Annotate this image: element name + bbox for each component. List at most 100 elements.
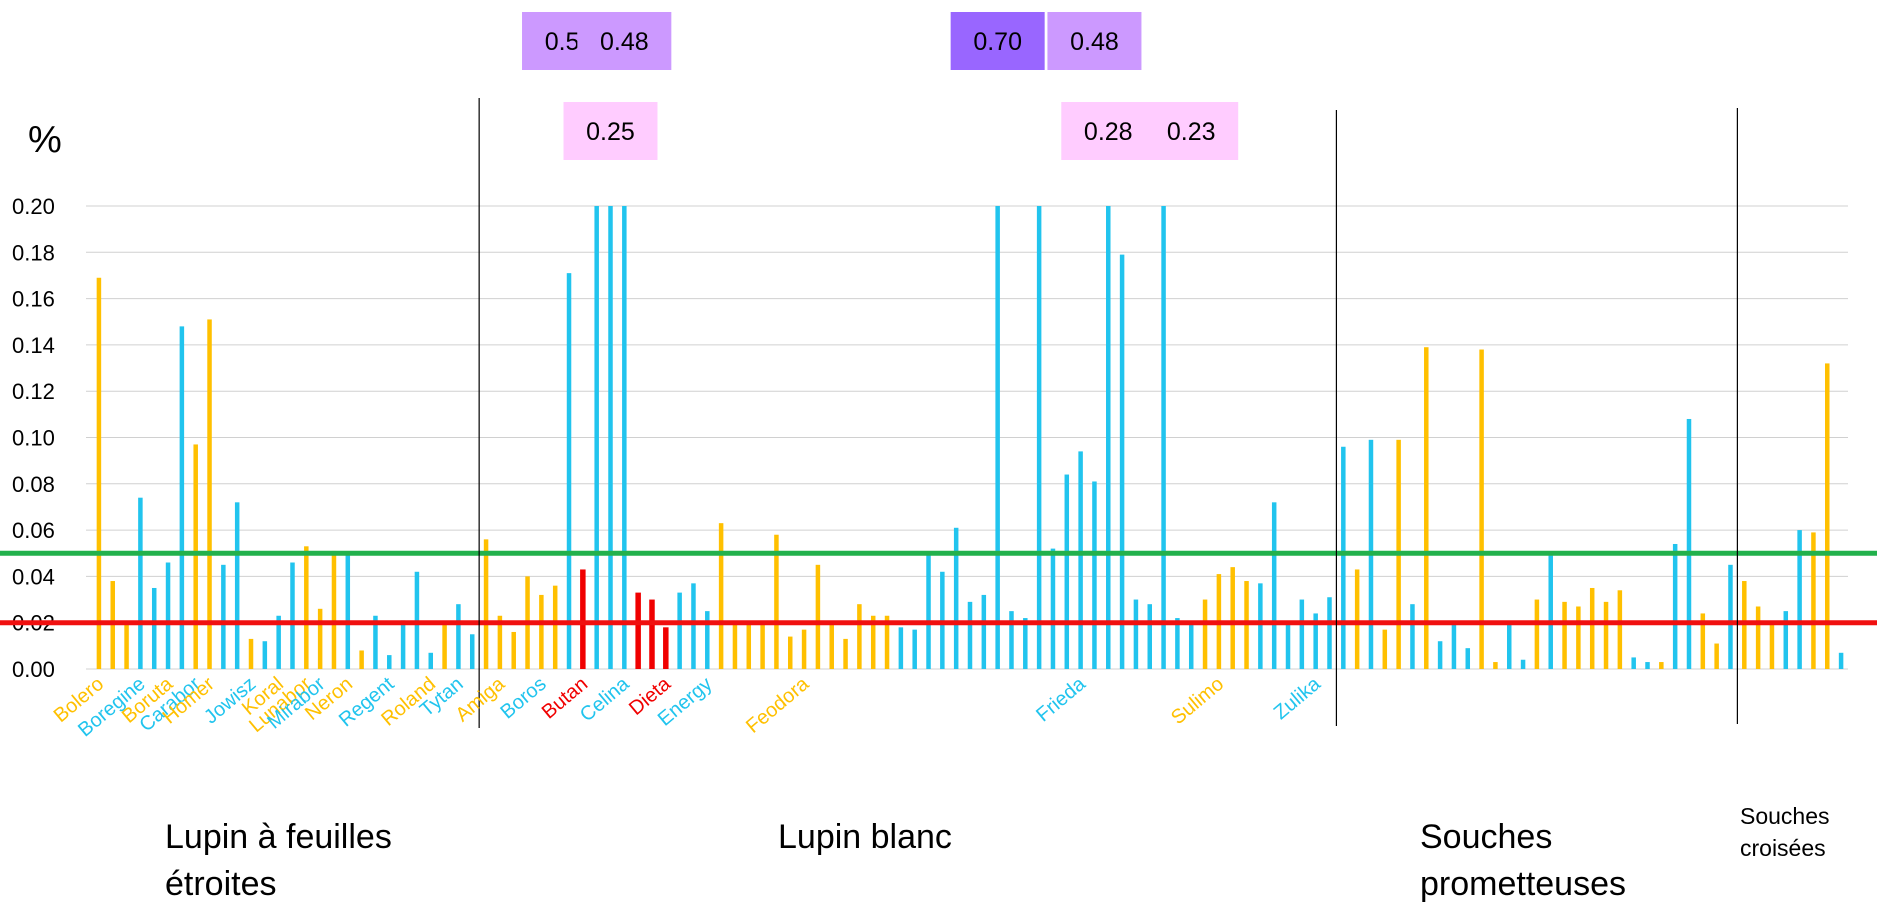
bar [1493, 662, 1498, 669]
bar [317, 608, 323, 669]
overflow-label-text: 0.23 [1167, 118, 1216, 146]
bar [1755, 606, 1761, 669]
bar [1175, 618, 1180, 669]
bar [1576, 606, 1581, 669]
bar [788, 636, 793, 669]
bar [1230, 567, 1235, 669]
overflow-label: 0.70 [950, 12, 1045, 70]
bar [138, 497, 143, 669]
bar [96, 277, 102, 669]
bar [511, 631, 516, 669]
bar [691, 583, 696, 669]
bar [732, 625, 738, 669]
overflow-label-box [1047, 12, 1142, 70]
y-tick-label: 0.08 [12, 472, 55, 497]
bar [898, 627, 904, 669]
bar [1258, 583, 1263, 669]
bar [1064, 474, 1070, 669]
overflow-label-text: 0.70 [973, 28, 1022, 56]
bar [566, 273, 572, 669]
category-label: Celina [576, 672, 634, 726]
category-label: Boros [496, 673, 550, 723]
bar [1714, 643, 1719, 669]
bar [1465, 648, 1471, 669]
bar [843, 638, 848, 669]
overflow-label-text: 0.48 [1070, 28, 1119, 56]
bar [497, 615, 503, 669]
bar [622, 206, 627, 669]
overflow-label: 0.23 [1144, 102, 1239, 160]
category-labels: BoleroBoregineBorutaCaraborHomerJowiszKo… [50, 672, 1326, 741]
bar [207, 319, 212, 669]
y-tick-label: 0.20 [12, 194, 55, 219]
bar [663, 627, 669, 669]
bar [193, 444, 198, 669]
bar [483, 539, 489, 669]
bar [801, 629, 807, 669]
overflow-label-box [1061, 102, 1156, 160]
bar [1728, 564, 1733, 669]
bar [815, 564, 821, 669]
bar [677, 592, 682, 669]
y-tick-label: 0.06 [12, 518, 55, 543]
threshold-lines [0, 550, 1877, 626]
bar [608, 206, 613, 669]
bar [1811, 532, 1816, 669]
y-tick-label: 0.10 [12, 426, 55, 451]
bar [1410, 604, 1415, 669]
bar [1092, 481, 1097, 669]
group-labels: Lupin à feuilles étroites Lupin blanc Souch… [165, 803, 1830, 903]
overflow-label: 0.25 [563, 102, 658, 160]
group-label-line: étroites [165, 865, 277, 903]
bar [1285, 625, 1291, 669]
bar [1119, 254, 1125, 670]
bar [442, 625, 447, 669]
group-label-line: Lupin à feuilles [165, 818, 392, 856]
bar [469, 634, 475, 669]
y-axis-ticks: 0.000.020.040.060.080.100.120.140.160.18… [12, 194, 55, 682]
group-label-line: Souches [1420, 818, 1552, 856]
y-tick-label: 0.04 [12, 564, 55, 589]
bar [359, 650, 364, 669]
bar [1631, 657, 1636, 669]
bar [262, 641, 268, 669]
overflow-label-text: 0.28 [1084, 118, 1133, 146]
category-label: Feodora [742, 672, 814, 737]
bar [234, 502, 240, 669]
bar [1686, 418, 1692, 669]
bar [1050, 548, 1056, 669]
bar [1783, 611, 1789, 669]
category-label: Amiga [452, 672, 510, 726]
bar [1659, 662, 1664, 669]
bar [1327, 597, 1332, 669]
bar [594, 206, 599, 669]
bar [580, 569, 586, 669]
bar [1147, 604, 1152, 669]
group-label-line: prometteuses [1420, 865, 1626, 903]
bar [539, 594, 544, 669]
group-label-line: Lupin blanc [778, 818, 952, 856]
bar [1672, 543, 1678, 669]
bar [1161, 206, 1166, 669]
y-tick-label: 0.14 [12, 333, 55, 358]
bar [1479, 349, 1484, 669]
bar [1106, 206, 1111, 669]
bar [179, 326, 185, 669]
bar [870, 615, 876, 669]
bar [1520, 659, 1526, 669]
y-tick-label: 0.18 [12, 240, 55, 265]
bar [1506, 625, 1512, 669]
bar [373, 615, 378, 669]
y-tick-label: 0.16 [12, 287, 55, 312]
bar [1769, 625, 1775, 669]
bar [1589, 587, 1595, 669]
bar [552, 585, 558, 669]
bar [428, 652, 434, 669]
group-dividers [478, 98, 1738, 728]
bar [290, 562, 295, 669]
bar [1534, 599, 1540, 669]
bar [884, 615, 890, 669]
y-tick-label: 0.00 [12, 657, 55, 682]
bar [981, 594, 987, 669]
y-axis-label: % [28, 119, 62, 161]
